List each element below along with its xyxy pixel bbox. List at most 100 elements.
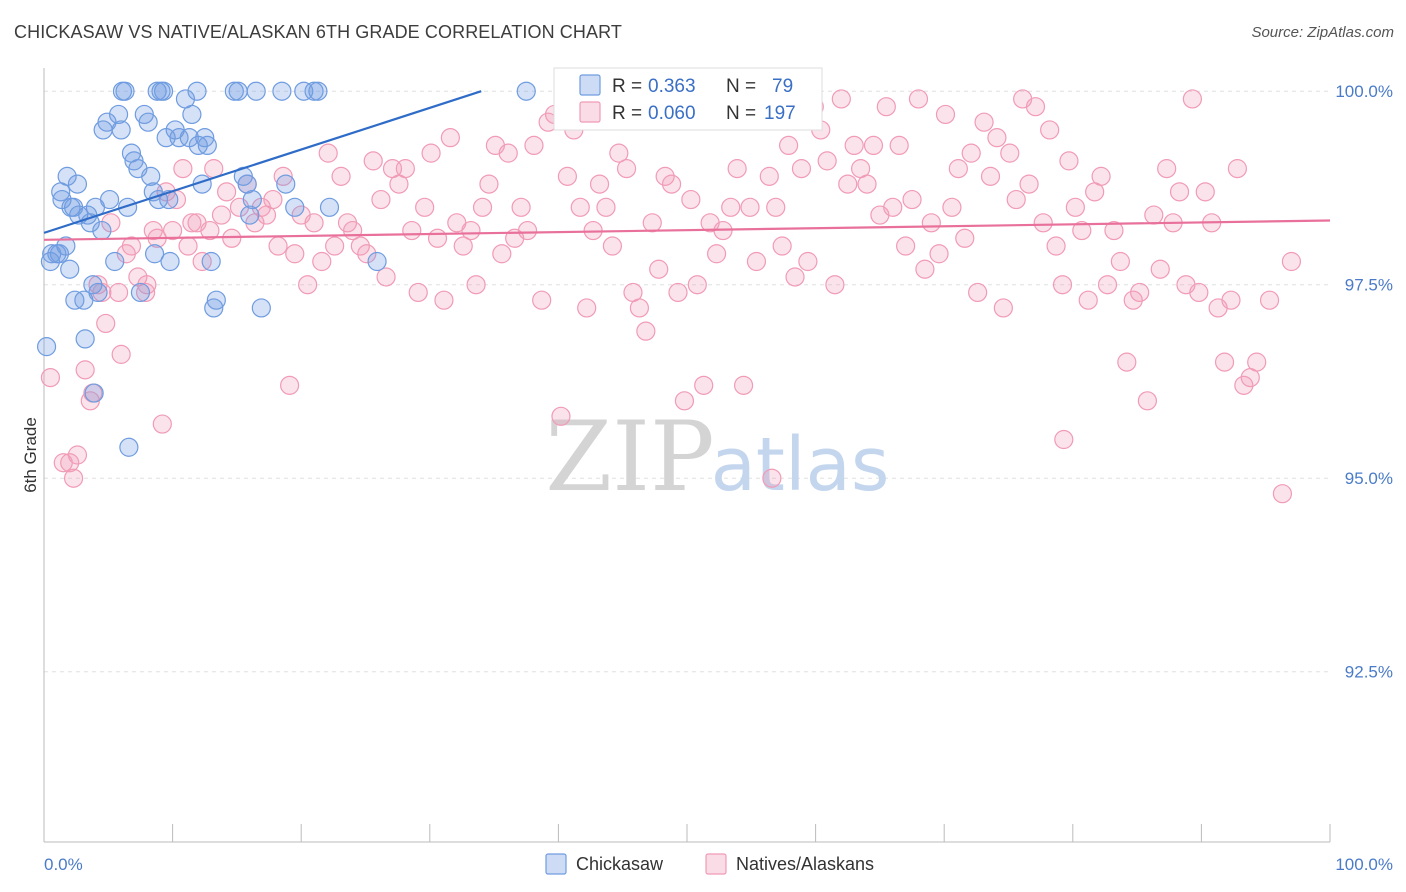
stats-r-label: R = (612, 76, 642, 97)
stats-n-value: 197 (764, 103, 796, 124)
point-natives (557, 166, 578, 186)
point-natives (1157, 159, 1177, 179)
point-natives (577, 298, 597, 318)
point-natives (1110, 251, 1130, 272)
point-natives (211, 205, 232, 225)
point-natives (304, 213, 324, 233)
point-chickasaw (92, 220, 112, 241)
point-chickasaw (240, 205, 260, 225)
point-natives (434, 290, 454, 310)
point-natives (857, 174, 877, 194)
point-natives (694, 375, 714, 395)
point-chickasaw (276, 174, 296, 194)
stats-swatch-natives (579, 101, 601, 123)
point-chickasaw (57, 166, 77, 186)
point-natives (1137, 391, 1157, 411)
point-natives (325, 236, 345, 256)
point-natives (318, 143, 338, 163)
point-natives (1247, 352, 1267, 372)
legend-label-chickasaw: Chickasaw (576, 854, 664, 874)
point-natives (1150, 259, 1170, 279)
point-natives (1189, 282, 1209, 303)
point-natives (1169, 182, 1190, 202)
y-tick-labels: 92.5% 95.0% 97.5% 100.0% (1335, 82, 1393, 681)
point-natives (759, 166, 779, 186)
point-natives (778, 135, 799, 155)
point-natives (831, 89, 851, 109)
point-natives (772, 236, 792, 256)
point-chickasaw (160, 251, 180, 272)
stats-legend: R = 0.363 N = 79 R = 0.060 N = 197 (553, 67, 823, 131)
point-natives (661, 174, 682, 194)
point-chickasaw (67, 174, 88, 194)
point-natives (766, 197, 786, 217)
point-natives (511, 197, 531, 217)
point-natives (395, 159, 415, 179)
point-chickasaw (159, 189, 179, 210)
point-natives (687, 275, 707, 295)
point-chickasaw (108, 104, 129, 125)
point-natives (955, 228, 975, 248)
point-natives (1072, 220, 1092, 241)
point-natives (896, 236, 916, 256)
watermark: ZIP atlas (545, 401, 889, 513)
stats-n-label: N = (726, 76, 756, 97)
point-natives (838, 174, 858, 194)
point-natives (517, 220, 538, 241)
x-tick-labels: 0.0% 100.0% (44, 855, 1393, 874)
point-chickasaw (99, 189, 120, 210)
point-chickasaw (251, 298, 271, 318)
point-chickasaw (153, 81, 174, 101)
point-natives (421, 143, 441, 163)
y-tick-label: 100.0% (1335, 82, 1393, 101)
y-tick-label: 97.5% (1345, 276, 1393, 295)
point-chickasaw (201, 251, 221, 272)
point-natives (570, 197, 590, 217)
point-chickasaw (319, 197, 340, 217)
point-natives (60, 453, 80, 473)
point-natives (1130, 282, 1150, 303)
point-natives (602, 236, 623, 256)
chart-title: CHICKASAW VS NATIVE/ALASKAN 6TH GRADE CO… (14, 22, 622, 42)
point-natives (96, 313, 116, 334)
data-points (36, 81, 1302, 504)
point-chickasaw (294, 81, 314, 101)
trend-line-chickasaw (43, 90, 482, 234)
point-chickasaw (115, 81, 135, 101)
point-natives (609, 143, 629, 163)
point-chickasaw (197, 135, 217, 155)
point-natives (929, 244, 949, 264)
point-natives (440, 128, 460, 148)
point-chickasaw (84, 383, 104, 403)
point-chickasaw (117, 197, 138, 217)
stats-r-value: 0.363 (648, 76, 696, 97)
axes (43, 68, 1331, 843)
point-natives (596, 197, 616, 217)
point-chickasaw (75, 329, 95, 349)
point-chickasaw (182, 104, 202, 125)
point-natives (268, 236, 288, 256)
point-natives (1221, 290, 1241, 310)
point-natives (974, 112, 994, 132)
point-natives (427, 228, 448, 248)
point-natives (1259, 290, 1280, 310)
point-natives (371, 189, 391, 210)
point-chickasaw (138, 112, 158, 132)
trend-line-natives (43, 219, 1331, 241)
point-natives (681, 189, 701, 210)
stats-r-value: 0.060 (648, 103, 696, 124)
trend-lines (43, 90, 1331, 241)
point-natives (402, 220, 422, 241)
point-natives (461, 220, 481, 241)
point-natives (1144, 205, 1164, 225)
point-natives (863, 135, 884, 155)
point-natives (1123, 290, 1143, 310)
point-natives (1227, 159, 1248, 179)
point-natives (1281, 251, 1302, 272)
point-natives (466, 275, 486, 295)
point-natives (121, 236, 142, 256)
point-chickasaw (228, 81, 248, 101)
point-natives (883, 197, 903, 217)
point-natives (63, 468, 84, 488)
